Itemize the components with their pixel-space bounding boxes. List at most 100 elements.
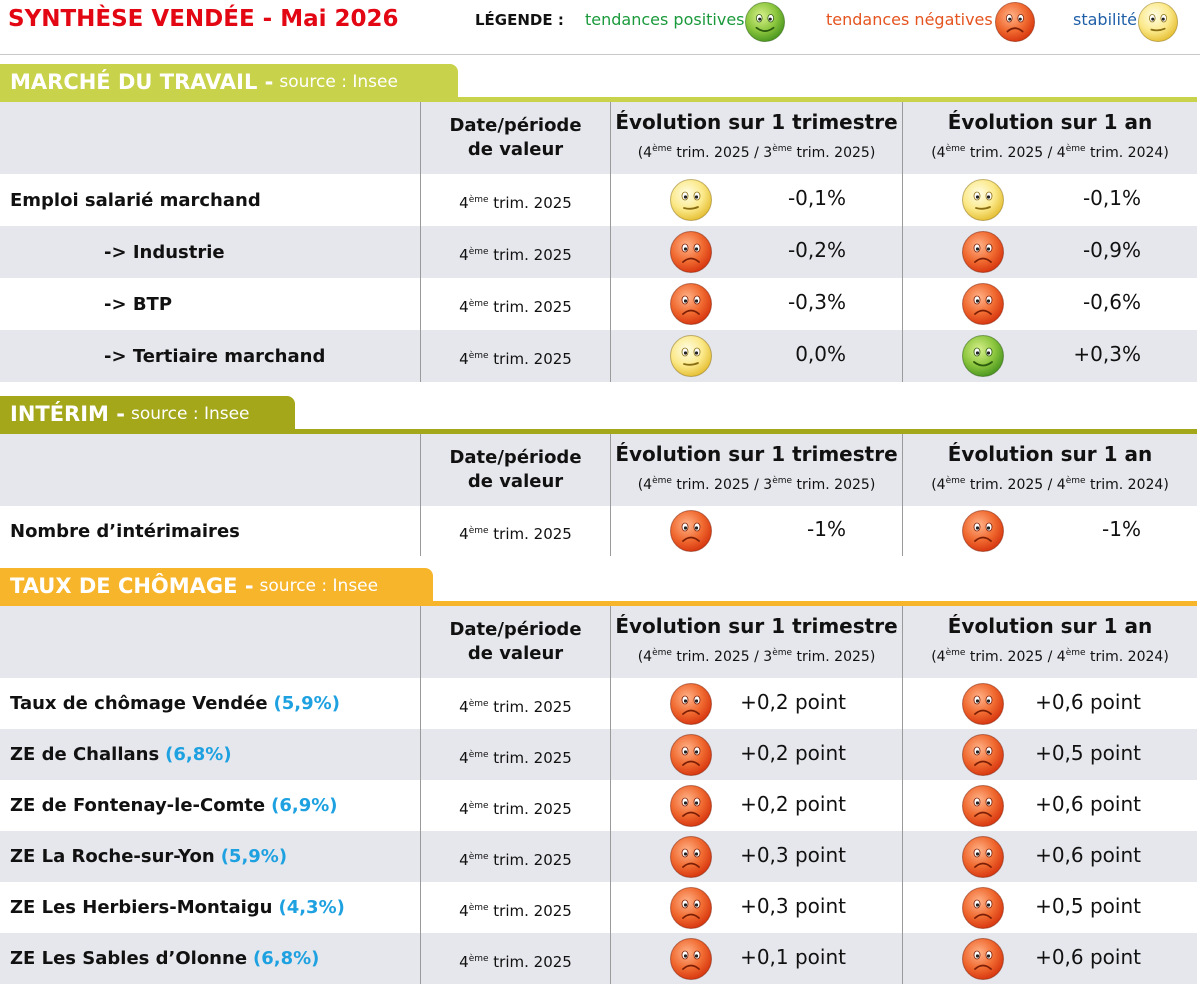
column-header: Évolution sur 1 an xyxy=(947,442,1153,466)
table-row: -> Industrie 4ème trim. 2025 -0,2% -0,9% xyxy=(0,226,1197,278)
mood-icon xyxy=(670,886,712,929)
cell: -0,9% xyxy=(902,226,1197,278)
text-part: trim. 2025 xyxy=(488,850,572,869)
text-part: trim. 2025) xyxy=(792,649,876,665)
mood-icon xyxy=(670,283,712,325)
cell: Évolution sur 1 an (4ème trim. 2025 / 4èm… xyxy=(902,606,1197,678)
rate: (4,3%) xyxy=(278,897,345,918)
column-period: (4ème trim. 2025 / 4ème trim. 2024) xyxy=(903,476,1197,493)
mood-icon xyxy=(962,231,1004,273)
text-part: (4 xyxy=(931,649,946,665)
cell: +0,6 point xyxy=(902,678,1197,729)
value: +0,5 point xyxy=(1035,893,1141,918)
text-part: trim. 2025 xyxy=(488,952,572,971)
cell: +0,3% xyxy=(902,330,1197,382)
column-period: (4ème trim. 2025 / 3ème trim. 2025) xyxy=(611,144,902,161)
superscript: ème xyxy=(468,247,489,257)
section-title: INTÉRIM - xyxy=(10,402,125,426)
text-part: 4 xyxy=(459,350,469,368)
text-part: trim. 2025 / 3 xyxy=(671,477,773,493)
cell xyxy=(0,102,420,174)
cell: Évolution sur 1 trimestre (4ème trim. 202… xyxy=(610,434,902,506)
superscript: ème xyxy=(468,800,489,811)
value: -1% xyxy=(807,517,846,542)
text-part: 4 xyxy=(459,194,469,212)
section-source: source : Insee xyxy=(279,72,398,92)
row-label: ZE Les Herbiers-Montaigu (4,3%) xyxy=(0,897,345,918)
cell: -> Industrie xyxy=(0,226,420,278)
row-label-text: -> Industrie xyxy=(104,241,225,263)
value: -0,1% xyxy=(1082,186,1141,211)
superscript: ème xyxy=(468,526,489,536)
superscript: ème xyxy=(1065,144,1086,154)
value: -1% xyxy=(1102,517,1141,542)
column-header: Évolution sur 1 trimestre xyxy=(615,442,898,466)
column-period: (4ème trim. 2025 / 3ème trim. 2025) xyxy=(611,648,902,665)
cell: +0,6 point xyxy=(902,780,1197,831)
cell: Évolution sur 1 trimestre (4ème trim. 202… xyxy=(610,606,902,678)
row-label-text: Nombre d’intérimaires xyxy=(10,520,240,542)
cell: Évolution sur 1 an (4ème trim. 2025 / 4èm… xyxy=(902,434,1197,506)
cell: ZE La Roche-sur-Yon (5,9%) xyxy=(0,831,420,882)
mood-icon xyxy=(670,682,712,725)
mood-icon xyxy=(1137,1,1179,43)
cell: 4ème trim. 2025 xyxy=(420,506,610,556)
cell: 4ème trim. 2025 xyxy=(420,933,610,984)
date: 4ème trim. 2025 xyxy=(459,188,572,212)
superscript: ème xyxy=(468,299,489,309)
value: +0,3 point xyxy=(740,893,846,918)
date: 4ème trim. 2025 xyxy=(459,519,572,543)
row-label: Taux de chômage Vendée (5,9%) xyxy=(0,693,340,714)
text-part: trim. 2025 xyxy=(488,697,572,716)
cell: 4ème trim. 2025 xyxy=(420,278,610,330)
cell: ZE de Challans (6,8%) xyxy=(0,729,420,780)
section-tab: MARCHÉ DU TRAVAIL - source : Insee xyxy=(0,64,458,100)
row-label-text: -> Tertiaire marchand xyxy=(104,345,326,367)
header-row: Date/période de valeur Évolution sur 1 tr… xyxy=(0,434,1197,506)
table-row: ZE La Roche-sur-Yon (5,9%) 4ème trim. 2025… xyxy=(0,831,1197,882)
mood-icon xyxy=(670,835,712,878)
superscript: ème xyxy=(652,476,672,486)
text-part: trim. 2025 xyxy=(488,298,572,316)
row-label-text: ZE Les Sables d’Olonne xyxy=(10,948,248,969)
superscript: ème xyxy=(652,144,672,154)
cell: -0,1% xyxy=(902,174,1197,226)
cell: +0,1 point xyxy=(610,933,902,984)
date: 4ème trim. 2025 xyxy=(459,794,572,818)
text-part: 4 xyxy=(459,298,469,316)
row-label-text: ZE Les Herbiers-Montaigu xyxy=(10,897,273,918)
value: +0,6 point xyxy=(1035,689,1141,714)
cell: 4ème trim. 2025 xyxy=(420,882,610,933)
text-part: trim. 2025) xyxy=(792,145,876,161)
cell: Nombre d’intérimaires xyxy=(0,506,420,556)
text-part: 4 xyxy=(459,901,469,920)
row-label-text: -> BTP xyxy=(104,293,173,315)
cell: 4ème trim. 2025 xyxy=(420,678,610,729)
text-part: (4 xyxy=(637,477,653,493)
date: 4ème trim. 2025 xyxy=(459,344,572,368)
cell: +0,3 point xyxy=(610,882,902,933)
superscript: ème xyxy=(468,749,489,760)
mood-icon xyxy=(962,733,1004,776)
value: +0,5 point xyxy=(1035,740,1141,765)
cell: 4ème trim. 2025 xyxy=(420,330,610,382)
date: 4ème trim. 2025 xyxy=(459,292,572,316)
cell: -0,3% xyxy=(610,278,902,330)
text-part: trim. 2025 xyxy=(488,748,572,767)
cell: -1% xyxy=(610,506,902,556)
cell: -0,1% xyxy=(610,174,902,226)
row-label: Emploi salarié marchand xyxy=(0,190,261,211)
cell: ZE Les Sables d’Olonne (6,8%) xyxy=(0,933,420,984)
mood-icon xyxy=(962,835,1004,878)
cell: 4ème trim. 2025 xyxy=(420,226,610,278)
text-part: 4 xyxy=(459,525,469,543)
column-header: Date/période de valeur xyxy=(449,447,582,492)
text-part: trim. 2025 xyxy=(488,194,572,212)
value: +0,1 point xyxy=(740,944,846,969)
value: +0,3 point xyxy=(740,842,846,867)
superscript: ème xyxy=(945,476,966,486)
superscript: ème xyxy=(772,476,793,486)
column-header: Évolution sur 1 trimestre xyxy=(615,110,898,134)
text-part: trim. 2025) xyxy=(792,477,876,493)
cell: Date/période de valeur xyxy=(420,606,610,678)
